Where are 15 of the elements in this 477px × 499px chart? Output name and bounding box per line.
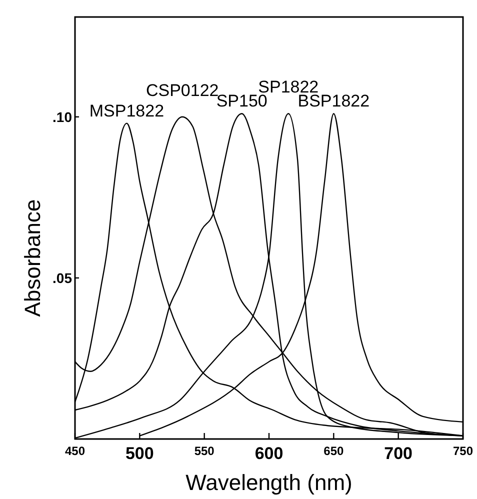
y-tick-label: .05 bbox=[52, 270, 72, 286]
x-tick-label: 700 bbox=[384, 444, 413, 463]
y-axis-title: Absorbance bbox=[20, 199, 45, 317]
series-label: MSP1822 bbox=[89, 101, 164, 120]
x-axis-title: Wavelength (nm) bbox=[186, 470, 352, 495]
x-tick-label: 600 bbox=[254, 444, 284, 463]
x-tick-label: 650 bbox=[324, 444, 344, 458]
series-label: BSP1822 bbox=[298, 92, 370, 111]
series-label: CSP0122 bbox=[146, 80, 219, 100]
y-tick-label: .10 bbox=[52, 108, 72, 125]
series-label: SP150 bbox=[216, 92, 268, 111]
x-tick-label: 450 bbox=[64, 444, 86, 458]
x-tick-label: 550 bbox=[194, 444, 215, 458]
x-tick-label: 500 bbox=[125, 444, 154, 463]
x-tick-label: 750 bbox=[452, 444, 474, 458]
